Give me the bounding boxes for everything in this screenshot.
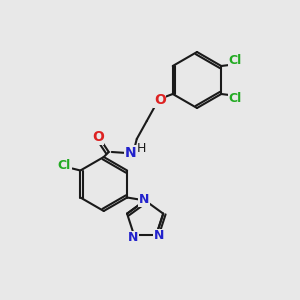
Text: O: O bbox=[92, 130, 104, 144]
Text: N: N bbox=[125, 146, 136, 160]
Text: N: N bbox=[139, 193, 149, 206]
Text: N: N bbox=[154, 230, 164, 242]
Text: Cl: Cl bbox=[229, 55, 242, 68]
Text: Cl: Cl bbox=[58, 159, 71, 172]
Text: Cl: Cl bbox=[229, 92, 242, 104]
Text: H: H bbox=[137, 142, 146, 155]
Text: O: O bbox=[154, 93, 166, 107]
Text: N: N bbox=[128, 231, 138, 244]
